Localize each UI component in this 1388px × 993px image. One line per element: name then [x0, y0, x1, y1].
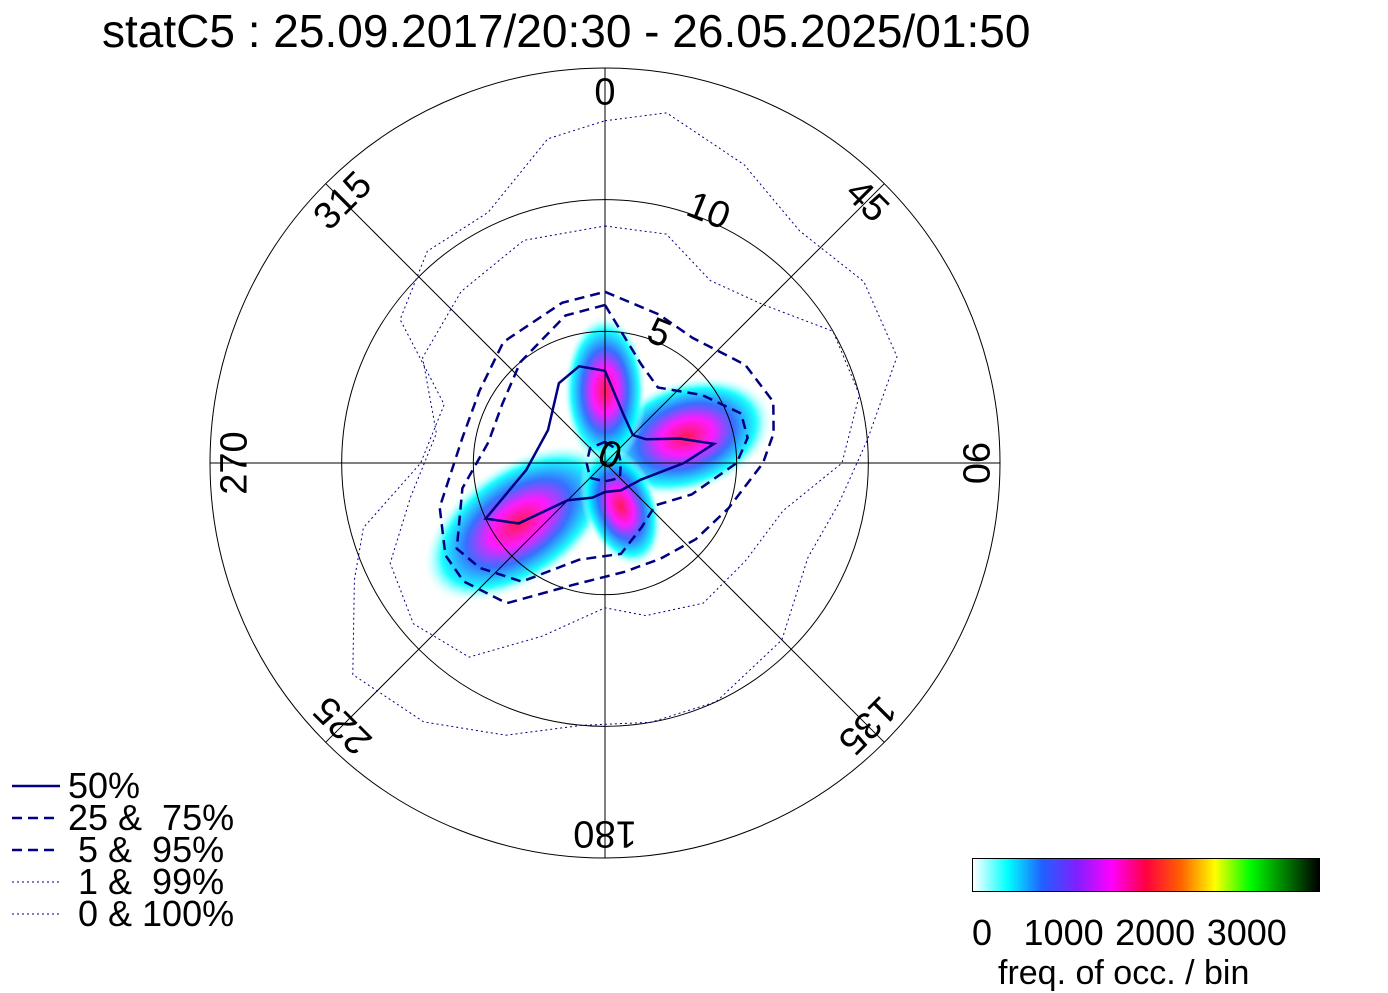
legend-swatch: [12, 881, 60, 883]
legend-label: 5 & 95%: [68, 829, 225, 870]
spoke-45: [604, 183, 885, 464]
percentile-lines: [352, 112, 898, 736]
colorbar-tick: 3000: [1206, 912, 1287, 953]
direction-label-270: 270: [213, 431, 255, 494]
polar-grid: [209, 67, 1001, 859]
chart-title: statC5 : 25.09.2017/20:30 - 26.05.2025/0…: [102, 5, 1031, 57]
percentile-line-4: [389, 225, 860, 658]
percentile-line-3: [438, 290, 775, 605]
colorbar-tick: 2000: [1115, 912, 1196, 953]
spoke-315: [325, 183, 606, 464]
colorbar-tick: 1000: [1023, 912, 1104, 953]
colorbar-tick: 0: [972, 912, 993, 953]
direction-label-0: 0: [594, 71, 615, 113]
legend-swatch: [12, 913, 60, 915]
direction-label-90: 90: [955, 442, 997, 484]
legend-label: 1 & 99%: [68, 861, 225, 902]
percentile-line-1: [455, 303, 749, 583]
legend-swatch: [12, 848, 60, 852]
legend-swatch: [12, 816, 60, 820]
legend-label: 0 & 100%: [68, 893, 235, 934]
legend-label: 50%: [68, 765, 141, 806]
spoke-225: [325, 462, 606, 743]
density-hotspot-3: [579, 445, 663, 567]
density-layer: [423, 314, 774, 603]
percentile-line-0: [483, 364, 718, 525]
legend-label: 25 & 75%: [68, 797, 235, 838]
percentile-line-2: [585, 440, 623, 483]
direction-label-180: 180: [573, 813, 636, 855]
colorbar-label: freq. of occ. / bin: [998, 954, 1250, 992]
colorbar: [972, 858, 1320, 892]
spoke-135: [604, 462, 885, 743]
legend-swatch: [12, 784, 60, 788]
